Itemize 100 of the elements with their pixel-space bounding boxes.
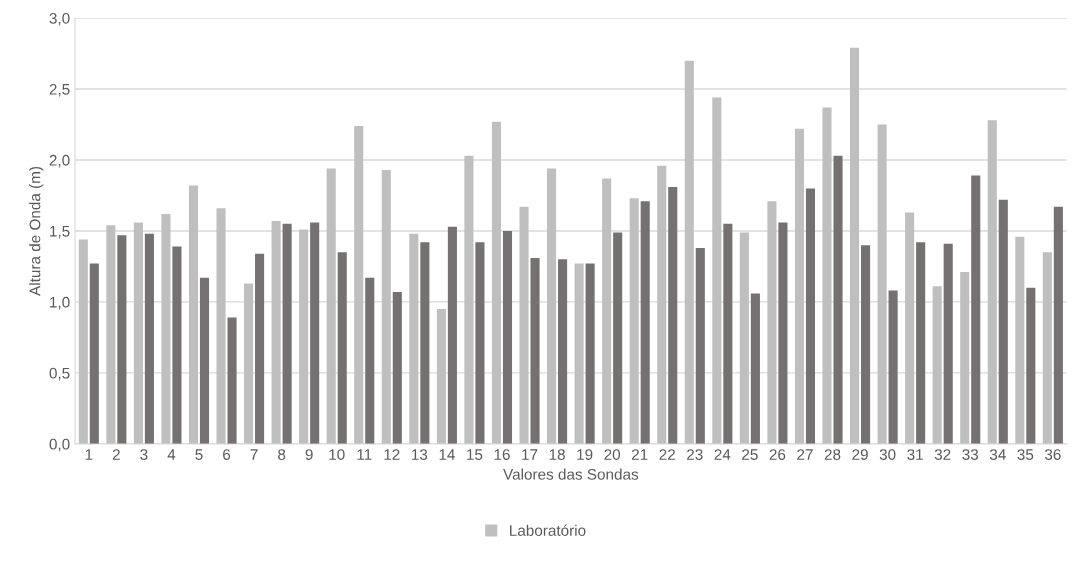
y-tick-label: 1,0 xyxy=(50,296,70,310)
bar xyxy=(502,230,513,444)
bar xyxy=(133,222,143,444)
y-tick-label: 3,0 xyxy=(49,12,70,26)
bar xyxy=(436,309,446,444)
bar xyxy=(888,290,898,444)
bar xyxy=(778,222,788,444)
x-tick-label: 2 xyxy=(112,449,120,460)
bar xyxy=(657,165,667,444)
x-tick-label: 10 xyxy=(329,449,345,460)
x-tick-label: 24 xyxy=(714,449,731,460)
x-tick-label: 31 xyxy=(907,449,923,460)
bar xyxy=(943,243,953,444)
bar xyxy=(998,199,1008,444)
bar xyxy=(1053,206,1063,444)
bar xyxy=(117,235,127,444)
bar xyxy=(381,169,391,444)
x-tick-label: 26 xyxy=(769,449,786,460)
x-tick-label: 5 xyxy=(195,449,203,460)
bar xyxy=(227,317,237,444)
bar xyxy=(833,155,843,444)
bar xyxy=(1042,252,1052,444)
x-tick-label: 12 xyxy=(384,449,400,460)
bar xyxy=(574,263,584,444)
bar xyxy=(684,60,694,444)
x-tick-label: 4 xyxy=(167,449,176,460)
bar xyxy=(750,293,760,444)
x-tick-label: 3 xyxy=(140,449,148,460)
x-tick-label: 36 xyxy=(1044,449,1061,460)
bar xyxy=(602,178,612,444)
bar xyxy=(794,128,804,444)
bar xyxy=(172,246,182,444)
bar xyxy=(447,226,457,444)
x-tick-label: 32 xyxy=(934,449,951,460)
bar xyxy=(971,175,981,444)
x-tick-label: 1 xyxy=(85,449,93,460)
bar xyxy=(668,186,678,444)
x-tick-label: 11 xyxy=(357,449,372,460)
x-tick-label: 22 xyxy=(659,449,675,460)
legend-label: Laboratório xyxy=(510,524,586,536)
bar xyxy=(491,121,502,444)
bar xyxy=(299,229,309,444)
bar xyxy=(326,168,336,444)
bar xyxy=(392,291,402,444)
bar xyxy=(530,257,540,444)
bar xyxy=(1026,287,1036,444)
bar xyxy=(767,201,777,444)
x-tick-label: 18 xyxy=(549,449,565,460)
x-tick-label: 30 xyxy=(879,449,896,460)
x-tick-label: 27 xyxy=(797,449,813,460)
x-tick-label: 13 xyxy=(412,449,428,460)
bar xyxy=(475,242,485,444)
y-tick-label: 0,0 xyxy=(49,438,70,452)
bar xyxy=(310,222,320,444)
bar xyxy=(822,107,832,444)
y-tick-label: 1,5 xyxy=(50,225,70,239)
x-tick-label: 35 xyxy=(1017,449,1034,460)
bar xyxy=(519,206,529,444)
y-tick-label: 2,0 xyxy=(49,154,70,168)
bar xyxy=(161,213,171,444)
bar xyxy=(558,259,568,444)
x-tick-label: 16 xyxy=(494,449,510,460)
x-tick-label: 14 xyxy=(439,449,455,460)
x-tick-label: 21 xyxy=(631,449,648,460)
bar xyxy=(805,188,816,444)
bar xyxy=(106,225,116,444)
bar xyxy=(861,245,871,444)
bar xyxy=(216,208,226,444)
bar xyxy=(905,212,915,444)
bar xyxy=(932,286,942,444)
bar xyxy=(199,277,210,444)
bar xyxy=(354,125,364,444)
bar xyxy=(877,124,887,444)
bar xyxy=(695,247,705,444)
bar xyxy=(78,239,88,444)
bar xyxy=(255,253,265,444)
x-tick-label: 17 xyxy=(522,449,538,460)
x-axis-title: Valores das Sondas xyxy=(503,468,639,480)
x-tick-label: 28 xyxy=(824,449,841,460)
bar xyxy=(282,223,292,444)
bar xyxy=(144,233,154,444)
bar xyxy=(244,283,254,444)
x-tick-label: 6 xyxy=(223,449,231,460)
y-tick-label: 2,5 xyxy=(49,83,70,97)
x-tick-label: 20 xyxy=(604,449,621,460)
bar xyxy=(409,233,419,444)
bar xyxy=(723,223,733,444)
bar xyxy=(89,263,99,444)
x-tick-label: 23 xyxy=(687,449,703,460)
x-tick-label: 8 xyxy=(278,449,286,460)
x-tick-label: 33 xyxy=(962,449,979,460)
y-tick-label: 0,5 xyxy=(49,367,70,381)
bar xyxy=(420,242,430,444)
bar xyxy=(585,263,595,444)
x-tick-label: 19 xyxy=(577,449,593,460)
bar xyxy=(916,242,926,444)
x-tick-label: 34 xyxy=(989,449,1006,460)
y-axis-title: Altura de Onda (m) xyxy=(29,166,44,296)
bar xyxy=(640,201,650,444)
bar xyxy=(960,272,970,444)
